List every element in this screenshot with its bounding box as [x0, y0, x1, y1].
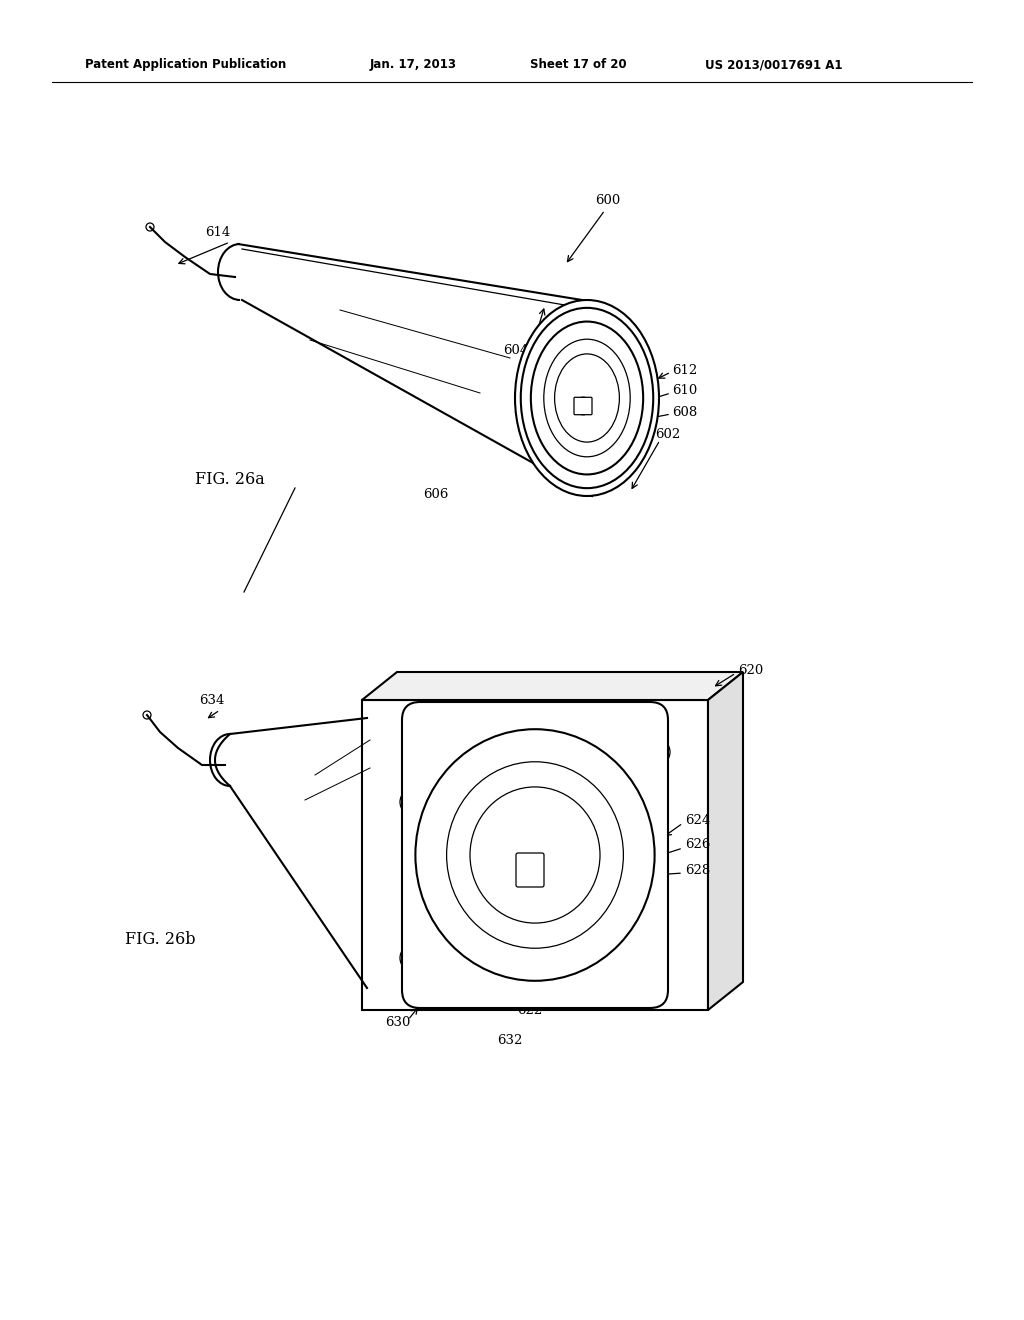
- Polygon shape: [708, 672, 743, 1010]
- Text: 604: 604: [503, 343, 528, 356]
- Text: 608: 608: [672, 405, 697, 418]
- Ellipse shape: [544, 339, 630, 457]
- Text: 606: 606: [423, 488, 449, 502]
- Text: 610: 610: [672, 384, 697, 396]
- Text: 600: 600: [595, 194, 621, 206]
- Text: 602: 602: [655, 429, 680, 441]
- Text: 614: 614: [206, 226, 230, 239]
- Text: US 2013/0017691 A1: US 2013/0017691 A1: [705, 58, 843, 71]
- Ellipse shape: [446, 762, 624, 948]
- Text: 628: 628: [685, 863, 711, 876]
- Text: 622: 622: [517, 1003, 543, 1016]
- Text: 624: 624: [685, 813, 711, 826]
- Polygon shape: [362, 672, 743, 700]
- FancyBboxPatch shape: [574, 397, 592, 414]
- Text: Sheet 17 of 20: Sheet 17 of 20: [530, 58, 627, 71]
- Text: Jan. 17, 2013: Jan. 17, 2013: [370, 58, 457, 71]
- Text: FIG. 26a: FIG. 26a: [195, 471, 265, 488]
- Ellipse shape: [555, 354, 620, 442]
- Ellipse shape: [575, 397, 591, 414]
- Text: Patent Application Publication: Patent Application Publication: [85, 58, 287, 71]
- Circle shape: [400, 944, 428, 972]
- Ellipse shape: [470, 787, 600, 923]
- Circle shape: [400, 788, 428, 816]
- Text: 620: 620: [738, 664, 763, 676]
- FancyBboxPatch shape: [402, 702, 668, 1008]
- Text: 612: 612: [672, 363, 697, 376]
- Ellipse shape: [406, 708, 665, 1003]
- FancyBboxPatch shape: [516, 853, 544, 887]
- Ellipse shape: [515, 300, 659, 496]
- Text: 626: 626: [685, 838, 711, 851]
- Text: 630: 630: [385, 1015, 410, 1028]
- Text: FIG. 26b: FIG. 26b: [125, 932, 196, 949]
- Ellipse shape: [416, 729, 654, 981]
- Text: 632: 632: [498, 1034, 522, 1047]
- Polygon shape: [362, 700, 708, 1010]
- Circle shape: [642, 738, 670, 766]
- Text: 634: 634: [200, 693, 224, 706]
- Ellipse shape: [530, 322, 643, 474]
